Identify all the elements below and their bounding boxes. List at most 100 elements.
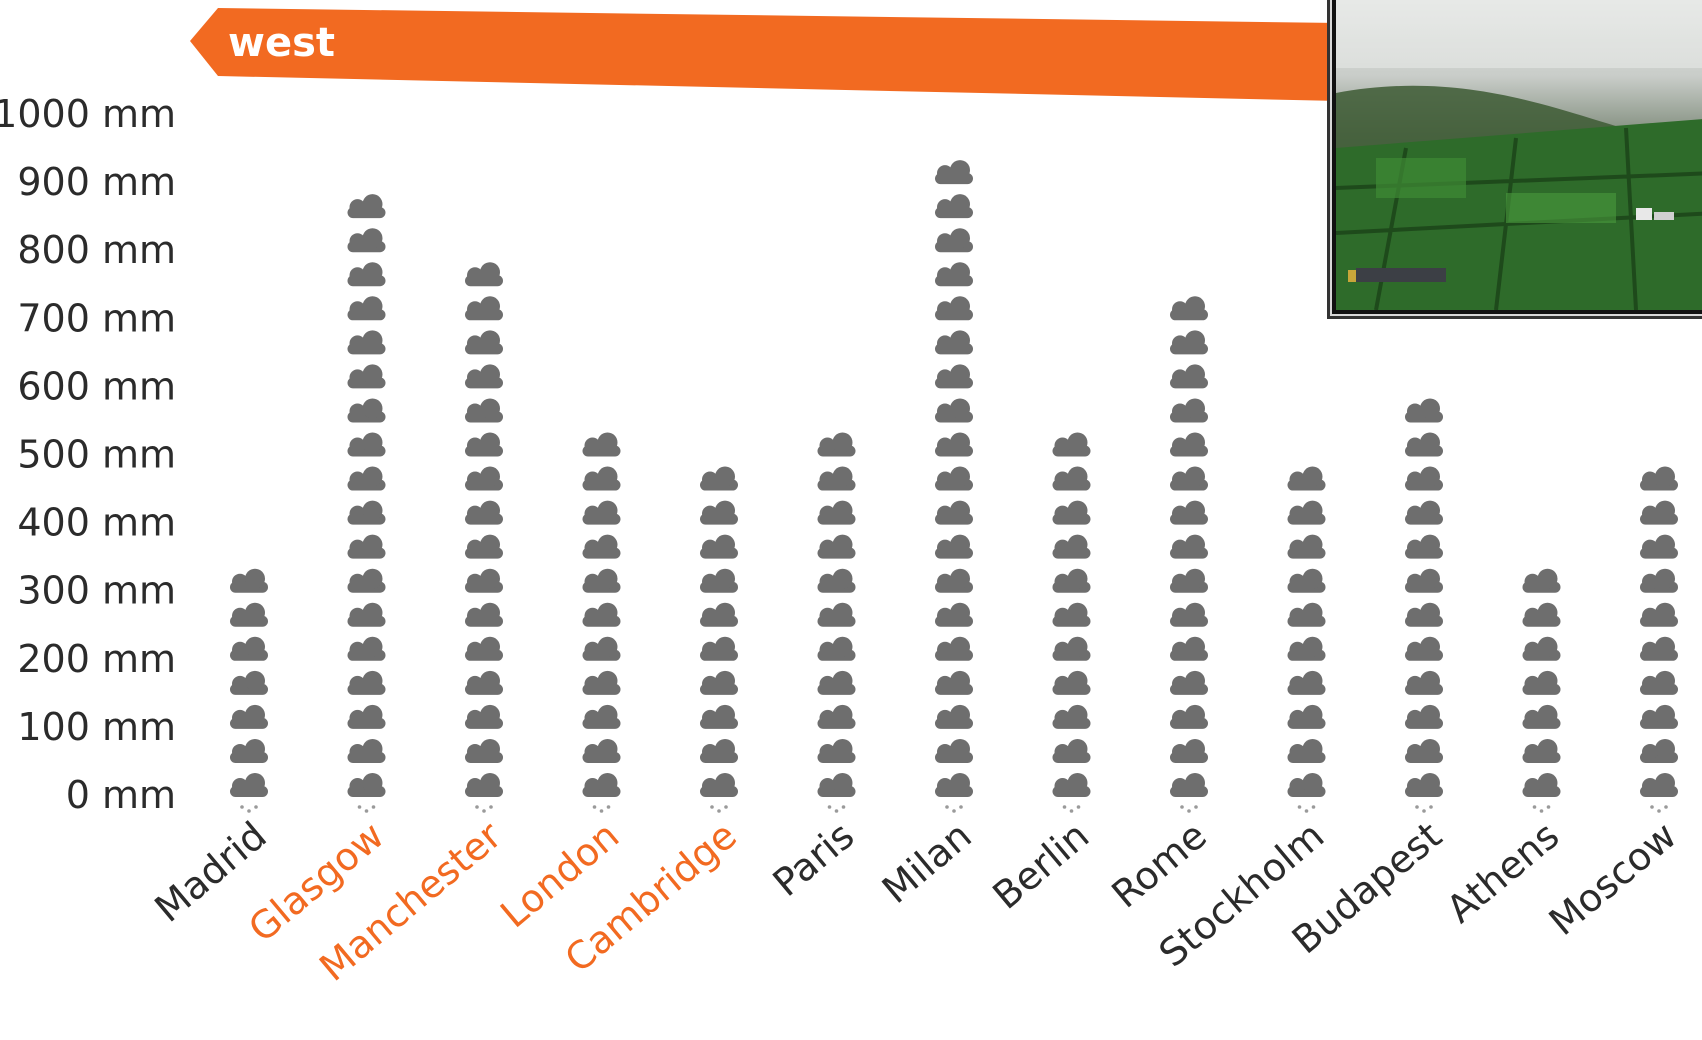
rain-cloud-icon [348,364,386,388]
rain-cloud-icon [935,603,973,627]
rain-cloud-icon [465,364,503,388]
raindrop-icon [489,805,493,809]
bar-madrid [230,569,268,813]
rain-cloud-icon [1288,603,1326,627]
rain-cloud-icon [1053,569,1091,593]
rain-cloud-icon [1288,467,1326,491]
rain-cloud-icon [230,637,268,661]
rain-cloud-icon [1405,773,1443,797]
rain-cloud-icon [348,433,386,457]
rain-cloud-icon [1170,603,1208,627]
rain-cloud-icon [348,398,386,422]
rain-cloud-icon [465,671,503,695]
rain-cloud-icon [348,637,386,661]
rain-cloud-icon [1523,671,1561,695]
rain-cloud-icon [348,535,386,559]
rain-cloud-icon [700,739,738,763]
rain-cloud-icon [1053,637,1091,661]
raindrop-icon [710,805,714,809]
rain-cloud-icon [1523,637,1561,661]
rain-cloud-icon [465,739,503,763]
rain-cloud-icon [1053,467,1091,491]
rain-cloud-icon [1405,501,1443,525]
rain-cloud-icon [818,535,856,559]
rain-cloud-icon [1170,364,1208,388]
rain-cloud-icon [465,330,503,354]
rain-cloud-icon [348,603,386,627]
rain-cloud-icon [1170,569,1208,593]
bar-moscow [1640,467,1678,813]
rain-cloud-icon [583,739,621,763]
rain-cloud-icon [935,228,973,252]
rain-cloud-icon [583,705,621,729]
rain-cloud-icon [1288,705,1326,729]
raindrop-icon [959,805,963,809]
raindrop-icon [828,805,832,809]
rain-cloud-icon [700,467,738,491]
rain-cloud-icon [465,773,503,797]
bar-manchester [465,262,503,813]
bar-london [583,433,621,813]
raindrop-icon [365,809,369,813]
rain-cloud-icon [1640,705,1678,729]
rain-cloud-icon [1523,569,1561,593]
rain-cloud-icon [230,739,268,763]
rain-cloud-icon [700,501,738,525]
y-tick-label: 600 mm [17,364,176,408]
raindrop-icon [1533,805,1537,809]
rain-cloud-icon [1170,739,1208,763]
rain-cloud-icon [348,671,386,695]
rain-cloud-icon [1170,705,1208,729]
bar-athens [1523,569,1561,813]
rain-cloud-icon [583,501,621,525]
rain-cloud-icon [1405,398,1443,422]
rain-cloud-icon [465,398,503,422]
y-tick-label: 800 mm [17,228,176,272]
rain-cloud-icon [1523,739,1561,763]
rain-cloud-icon [1053,705,1091,729]
rain-cloud-icon [1053,739,1091,763]
rain-cloud-icon [1053,535,1091,559]
raindrop-icon [1063,805,1067,809]
rain-cloud-icon [1170,398,1208,422]
rain-cloud-icon [1288,637,1326,661]
rain-cloud-icon [700,773,738,797]
rain-cloud-icon [1640,637,1678,661]
rain-cloud-icon [1405,603,1443,627]
bar-paris [818,433,856,813]
rain-cloud-icon [818,705,856,729]
raindrop-icon [1070,809,1074,813]
rain-cloud-icon [818,433,856,457]
rain-cloud-icon [465,501,503,525]
rain-cloud-icon [700,705,738,729]
rain-cloud-icon [1288,739,1326,763]
rain-cloud-icon [935,705,973,729]
rain-cloud-icon [1640,569,1678,593]
raindrop-icon [842,805,846,809]
rain-cloud-icon [935,569,973,593]
bar-budapest [1405,398,1443,812]
bar-glasgow [348,194,386,813]
rain-cloud-icon [583,467,621,491]
rain-cloud-icon [700,569,738,593]
rain-cloud-icon [1170,467,1208,491]
rain-cloud-icon [1288,671,1326,695]
rain-cloud-icon [818,569,856,593]
rain-cloud-icon [1405,705,1443,729]
rain-cloud-icon [583,603,621,627]
rain-cloud-icon [1288,773,1326,797]
rain-cloud-icon [1053,433,1091,457]
rain-cloud-icon [818,637,856,661]
city-label-paris: Paris [765,813,863,905]
rain-cloud-icon [348,501,386,525]
rain-cloud-icon [465,637,503,661]
rain-cloud-icon [583,433,621,457]
raindrop-icon [358,805,362,809]
banner-label: west [228,20,335,66]
rain-cloud-icon [465,296,503,320]
rain-cloud-icon [935,433,973,457]
rain-cloud-icon [230,773,268,797]
raindrop-icon [717,809,721,813]
rain-cloud-icon [1640,501,1678,525]
